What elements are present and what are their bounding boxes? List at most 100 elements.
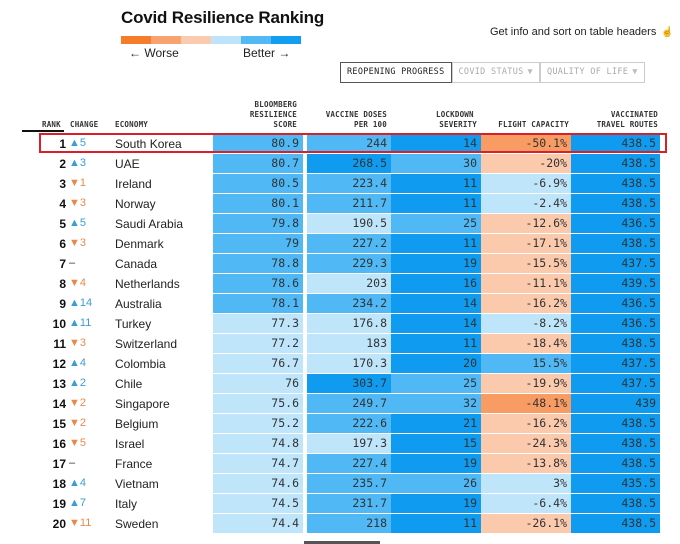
header-economy[interactable]: ECONOMY — [115, 120, 149, 129]
header-line: SEVERITY — [439, 120, 477, 129]
vaccine-doses-cell: 176.8 — [307, 314, 391, 333]
flight-capacity-cell: -15.5% — [481, 254, 571, 273]
color-scale-legend — [121, 36, 301, 44]
header-lockdown-severity[interactable]: LOCKDOWN SEVERITY — [391, 110, 477, 130]
resilience-score-cell: 78.6 — [213, 274, 303, 293]
tab-reopening-progress[interactable]: REOPENING PROGRESS — [340, 62, 452, 83]
table-row[interactable]: 17– France 74.7 227.4 19 -13.8% 438.5 — [0, 454, 680, 474]
table-row[interactable]: 19 ▲7 Italy 74.5 231.7 19 -6.4% 438.5 — [0, 494, 680, 514]
lockdown-severity-cell: 15 — [391, 434, 481, 453]
travel-routes-cell: 438.5 — [571, 454, 660, 473]
change-cell: ▼4 — [69, 277, 87, 289]
table-row[interactable]: 2 ▲3 UAE 80.7 268.5 30 -20% 438.5 — [0, 154, 680, 174]
table-row[interactable]: 13 ▲2 Chile 76 303.7 25 -19.9% 437.5 — [0, 374, 680, 394]
header-line: SCORE — [273, 120, 297, 129]
vaccine-doses-cell: 183 — [307, 334, 391, 353]
table-row[interactable]: 4 ▼3 Norway 80.1 211.7 11 -2.4% 438.5 — [0, 194, 680, 214]
tab-quality-of-life[interactable]: QUALITY OF LIFE ▼ — [539, 62, 645, 83]
flight-capacity-cell: -17.1% — [481, 234, 571, 253]
lockdown-severity-cell: 14 — [391, 294, 481, 313]
table-row[interactable]: 11 ▼3 Switzerland 77.2 183 11 -18.4% 438.5 — [0, 334, 680, 354]
rank-cell: 15 — [52, 417, 66, 431]
resilience-score-cell: 80.7 — [213, 154, 303, 173]
table-row[interactable]: 18 ▲4 Vietnam 74.6 235.7 26 3% 435.5 — [0, 474, 680, 494]
flight-capacity-cell: -50.1% — [481, 134, 571, 153]
header-rank[interactable]: RANK — [42, 120, 61, 129]
tab-label: COVID STATUS — [458, 67, 524, 77]
vaccine-doses-cell: 227.2 — [307, 234, 391, 253]
legend-swatch — [271, 36, 301, 44]
header-change[interactable]: CHANGE — [70, 120, 99, 129]
table-row[interactable]: 15 ▼2 Belgium 75.2 222.6 21 -16.2% 438.5 — [0, 414, 680, 434]
header-resilience-score[interactable]: BLOOMBERG RESILIENCE SCORE — [213, 100, 297, 130]
scroll-indicator[interactable] — [304, 541, 380, 544]
travel-routes-cell: 438.5 — [571, 414, 660, 433]
legend-swatch — [121, 36, 151, 44]
table-row[interactable]: 7– Canada 78.8 229.3 19 -15.5% 437.5 — [0, 254, 680, 274]
lockdown-severity-cell: 19 — [391, 254, 481, 273]
vaccine-doses-cell: 244 — [307, 134, 391, 153]
change-cell: ▲3 — [69, 157, 87, 169]
change-cell: – — [69, 457, 76, 469]
rank-cell: 11 — [53, 337, 66, 351]
header-vaccine-doses[interactable]: VACCINE DOSES PER 100 — [307, 110, 387, 130]
table-row[interactable]: 6 ▼3 Denmark 79 227.2 11 -17.1% 438.5 — [0, 234, 680, 254]
tab-covid-status[interactable]: COVID STATUS ▼ — [451, 62, 540, 83]
table-row[interactable]: 10 ▲11 Turkey 77.3 176.8 14 -8.2% 436.5 — [0, 314, 680, 334]
resilience-score-cell: 75.2 — [213, 414, 303, 433]
flight-capacity-cell: -12.6% — [481, 214, 571, 233]
resilience-score-cell: 77.3 — [213, 314, 303, 333]
lockdown-severity-cell: 16 — [391, 274, 481, 293]
vaccine-doses-cell: 218 — [307, 514, 391, 533]
table-row[interactable]: 20 ▼11 Sweden 74.4 218 11 -26.1% 438.5 — [0, 514, 680, 534]
travel-routes-cell: 436.5 — [571, 294, 660, 313]
economy-cell: Israel — [115, 437, 145, 451]
resilience-score-cell: 77.2 — [213, 334, 303, 353]
economy-cell: Denmark — [115, 237, 164, 251]
rank-cell: 12 — [52, 357, 66, 371]
header-line: BLOOMBERG — [254, 100, 297, 109]
rank-cell: 6 — [59, 237, 66, 251]
header-line: RESILIENCE — [249, 110, 297, 119]
header-line: VACCINE DOSES — [325, 110, 387, 119]
travel-routes-cell: 437.5 — [571, 374, 660, 393]
flight-capacity-cell: -8.2% — [481, 314, 571, 333]
header-line: LOCKDOWN — [436, 110, 474, 119]
table-row[interactable]: 16 ▼5 Israel 74.8 197.3 15 -24.3% 438.5 — [0, 434, 680, 454]
resilience-score-cell: 80.1 — [213, 194, 303, 213]
table-row[interactable]: 14 ▼2 Singapore 75.6 249.7 32 -48.1% 439 — [0, 394, 680, 414]
flight-capacity-cell: -18.4% — [481, 334, 571, 353]
vaccine-doses-cell: 203 — [307, 274, 391, 293]
table-row[interactable]: 8 ▼4 Netherlands 78.6 203 16 -11.1% 439.5 — [0, 274, 680, 294]
table-row[interactable]: 9 ▲14 Australia 78.1 234.2 14 -16.2% 436.5 — [0, 294, 680, 314]
economy-cell: Turkey — [115, 317, 152, 331]
table-row[interactable]: 1 ▲5 South Korea 80.9 244 14 -50.1% 438.5 — [0, 134, 680, 154]
resilience-score-cell: 76 — [213, 374, 303, 393]
header-vaccinated-travel-routes[interactable]: VACCINATED TRAVEL ROUTES — [571, 110, 658, 130]
table-row[interactable]: 12 ▲4 Colombia 76.7 170.3 20 15.5% 437.5 — [0, 354, 680, 374]
legend-better-label: Better → — [243, 46, 291, 60]
change-cell: ▼2 — [69, 417, 87, 429]
legend-swatch — [181, 36, 211, 44]
lockdown-severity-cell: 19 — [391, 494, 481, 513]
flight-capacity-cell: -26.1% — [481, 514, 571, 533]
rank-cell: 14 — [52, 397, 66, 411]
lockdown-severity-cell: 11 — [391, 514, 481, 533]
table-row[interactable]: 3 ▼1 Ireland 80.5 223.4 11 -6.9% 438.5 — [0, 174, 680, 194]
sort-indicator-underline — [22, 130, 64, 132]
lockdown-severity-cell: 11 — [391, 194, 481, 213]
change-cell: ▲4 — [69, 357, 87, 369]
travel-routes-cell: 437.5 — [571, 254, 660, 273]
header-flight-capacity[interactable]: FLIGHT CAPACITY — [498, 120, 569, 129]
change-cell: ▲4 — [69, 477, 87, 489]
economy-cell: Chile — [115, 377, 143, 391]
rank-cell: 7 — [59, 257, 66, 271]
table-row[interactable]: 5 ▲5 Saudi Arabia 79.8 190.5 25 -12.6% 436.5 — [0, 214, 680, 234]
economy-cell: Ireland — [115, 177, 152, 191]
lockdown-severity-cell: 11 — [391, 334, 481, 353]
rank-cell: 1 — [59, 137, 66, 151]
travel-routes-cell: 439.5 — [571, 274, 660, 293]
resilience-score-cell: 78.8 — [213, 254, 303, 273]
info-hint-text: Get info and sort on table headers — [490, 26, 657, 38]
travel-routes-cell: 438.5 — [571, 154, 660, 173]
